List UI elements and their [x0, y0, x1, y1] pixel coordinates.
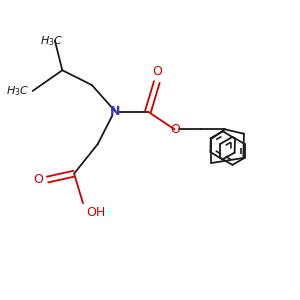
Text: O: O: [170, 123, 180, 136]
Text: $H_3C$: $H_3C$: [6, 84, 30, 98]
Text: N: N: [110, 105, 121, 118]
Text: O: O: [152, 64, 162, 78]
Text: OH: OH: [86, 206, 105, 219]
Text: O: O: [33, 173, 43, 186]
Text: $H_3C$: $H_3C$: [40, 34, 64, 48]
